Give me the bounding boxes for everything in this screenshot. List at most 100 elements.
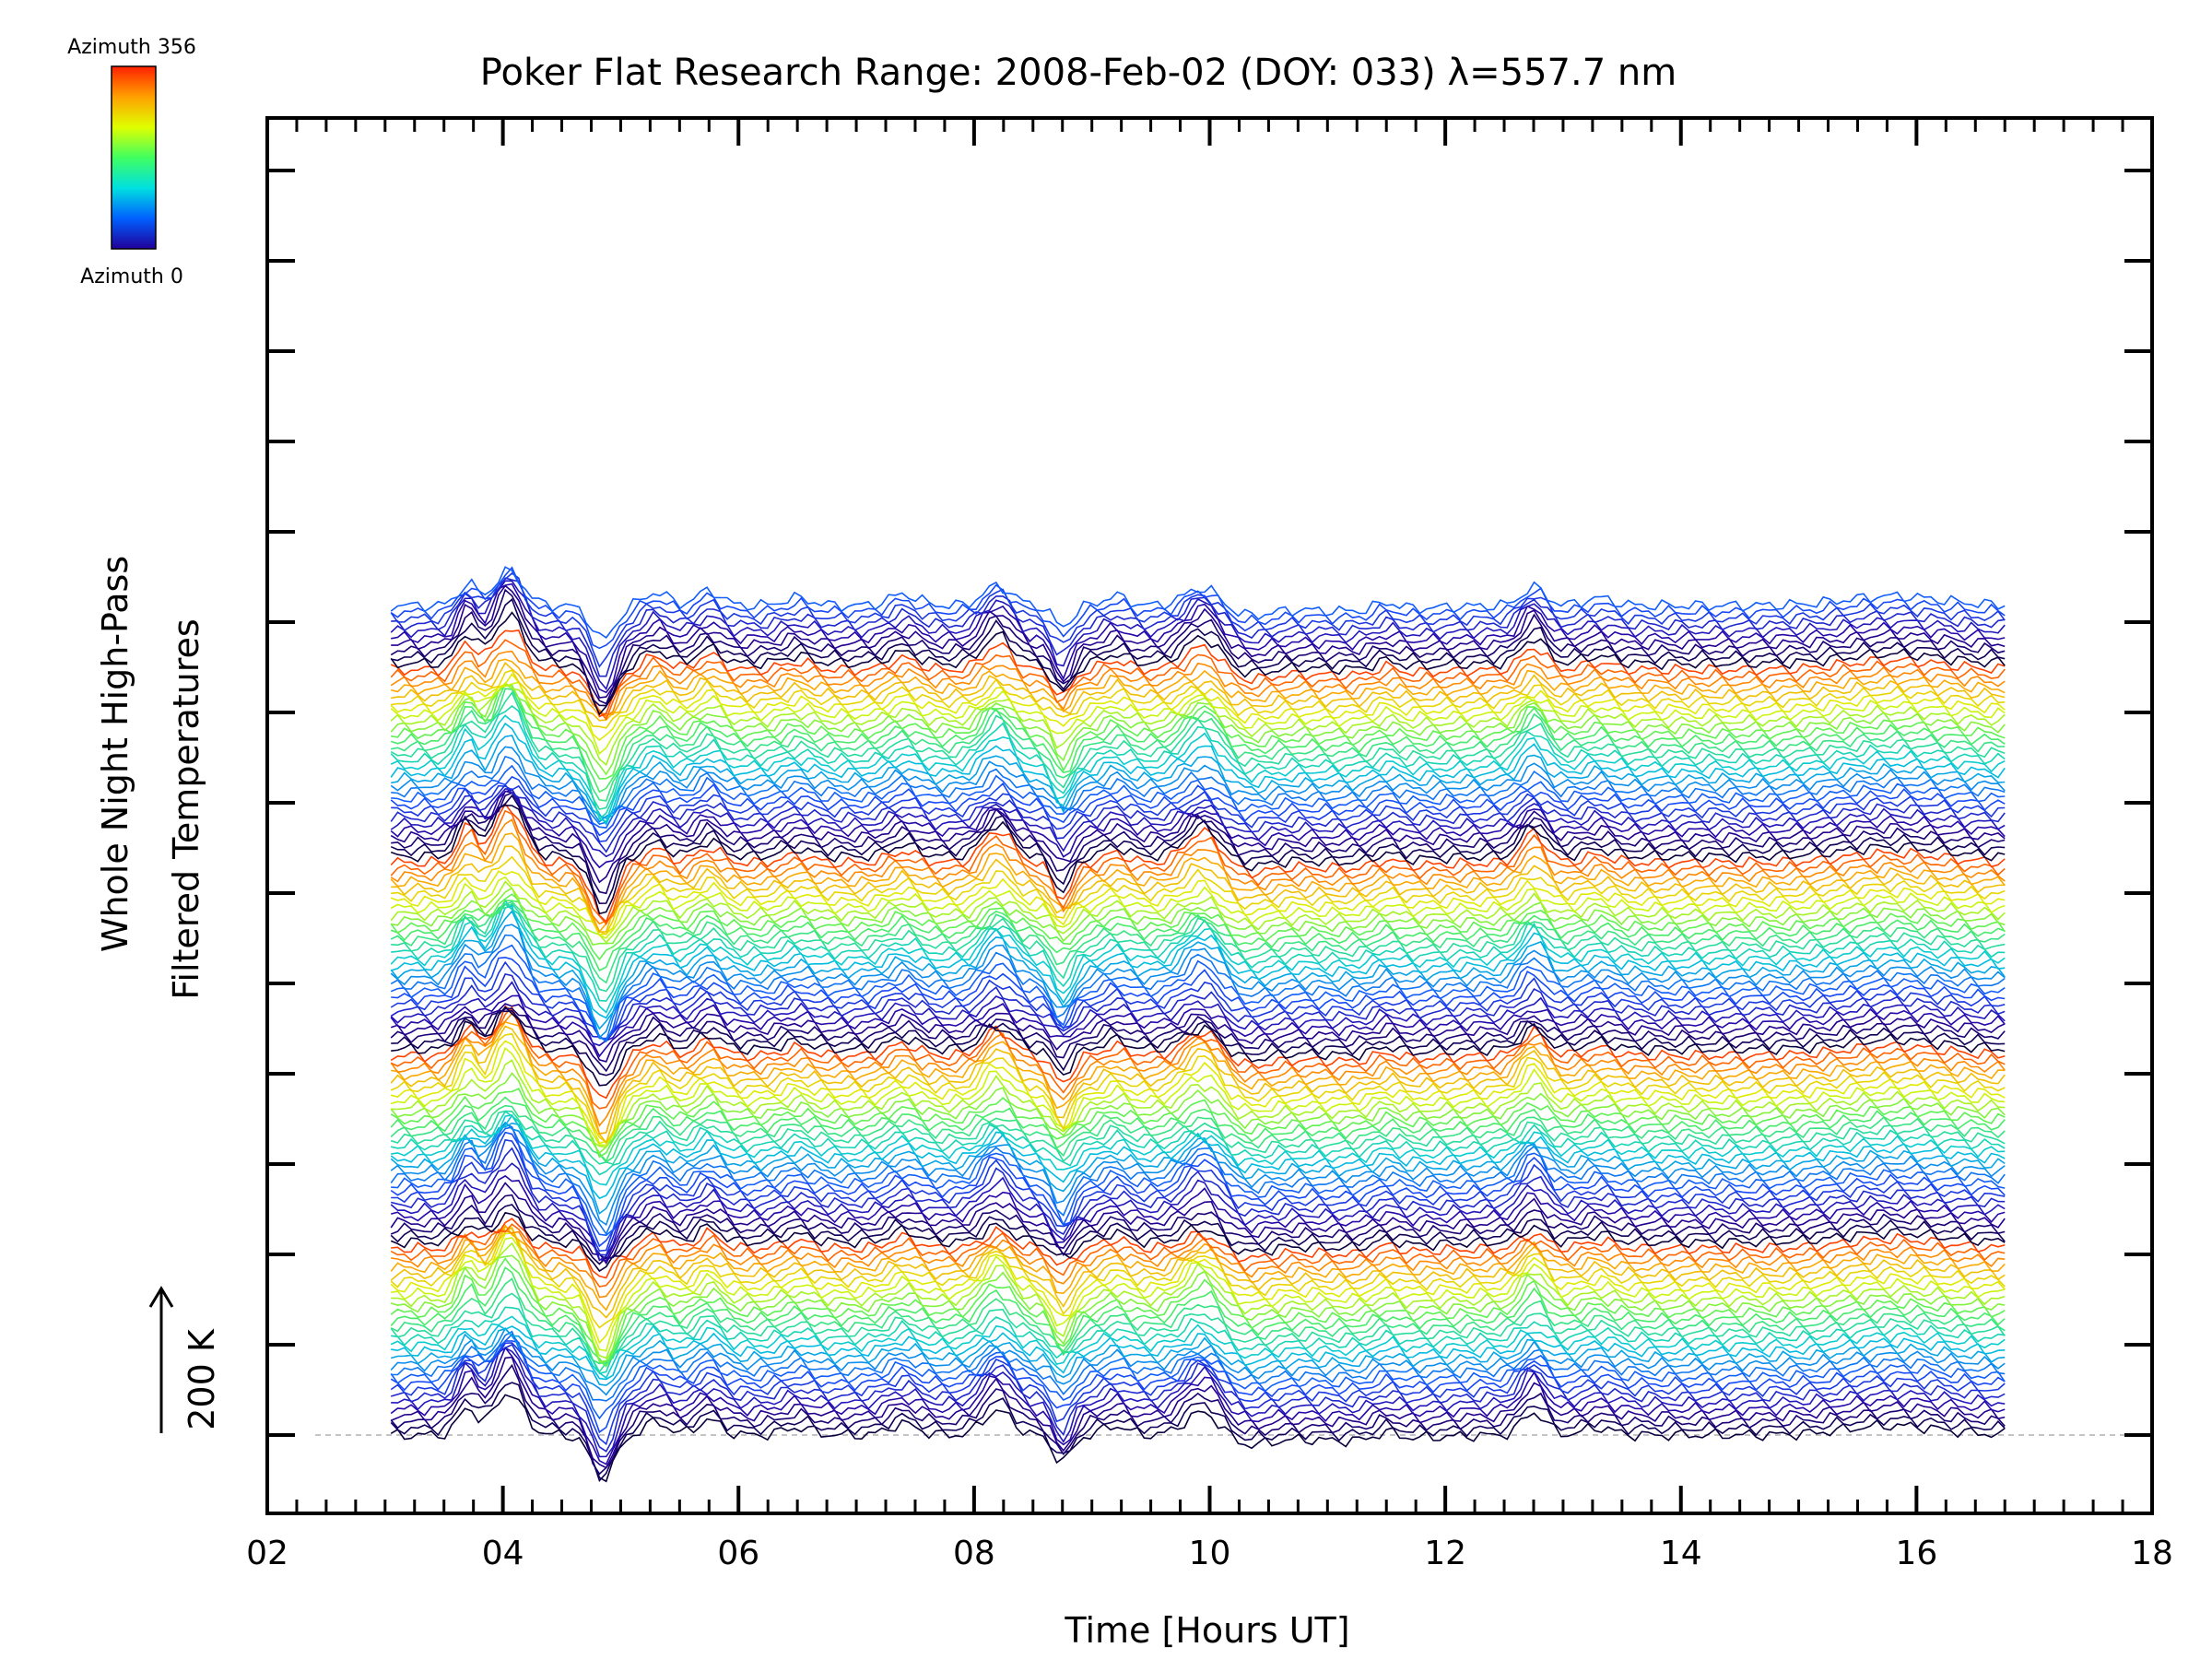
trace-100: [391, 755, 2006, 826]
colorbar-top-label: Azimuth 356: [67, 36, 196, 59]
trace-62: [390, 1007, 2006, 1073]
trace-82: [390, 876, 2006, 939]
x-tick-label: 14: [1660, 1535, 1702, 1572]
trace-14: [390, 1315, 2006, 1380]
trace-110: [390, 683, 2006, 776]
scale-bar: 200 K: [148, 1286, 222, 1433]
trace-128: [390, 566, 2006, 650]
trace-101: [390, 746, 2006, 823]
trace-129: [390, 566, 2006, 640]
trace-83: [390, 870, 2006, 936]
trace-79: [390, 893, 2006, 961]
trace-38: [390, 1131, 2006, 1248]
trace-78: [390, 900, 2006, 971]
axes: 02 04 06 08 10 12 14 16 18: [246, 116, 2173, 1572]
trace-126: [391, 577, 2006, 677]
trace-45: [391, 1110, 2006, 1176]
trace-125: [390, 580, 2006, 691]
trace-90: [390, 805, 2006, 915]
trace-123: [391, 584, 2006, 699]
trace-112: [390, 681, 2006, 755]
trace-43: [390, 1113, 2006, 1200]
trace-88: [390, 809, 2006, 926]
trace-120: [390, 611, 2006, 716]
trace-98: [390, 775, 2006, 837]
trace-24: [390, 1226, 2006, 1329]
y-axis-label-line1: Whole Night High-Pass: [95, 556, 135, 952]
trace-34: [390, 1174, 2006, 1262]
x-axis-label: Time [Hours UT]: [1064, 1610, 1349, 1651]
trace-103: [390, 722, 2006, 826]
trace-46: [390, 1110, 2006, 1166]
trace-68: [391, 956, 2006, 1040]
trace-1: [390, 1382, 2006, 1482]
trace-73: [390, 904, 2006, 1019]
trace-25: [390, 1226, 2006, 1319]
trace-49: [390, 1088, 2006, 1159]
trace-50: [390, 1072, 2006, 1155]
x-tick-label: 04: [482, 1535, 524, 1572]
trace-117: [390, 650, 2006, 718]
trace-95: [390, 788, 2006, 858]
x-tick-label: 18: [2131, 1535, 2173, 1572]
colorbar: [111, 65, 157, 250]
trace-121: [391, 598, 2006, 707]
trace-55: [390, 1025, 2006, 1145]
x-tick-label: 06: [717, 1535, 759, 1572]
x-tick-label: 12: [1424, 1535, 1466, 1572]
trace-63: [390, 1003, 2006, 1063]
trace-102: [391, 735, 2006, 819]
trace-39: [391, 1126, 2006, 1237]
trace-105: [390, 704, 2006, 820]
trace-56: [391, 1020, 2006, 1135]
trace-87: [390, 818, 2006, 925]
trace-53: [390, 1040, 2006, 1145]
trace-33: [390, 1182, 2006, 1265]
trace-96: [390, 783, 2006, 853]
trace-61: [391, 1009, 2006, 1077]
trace-41: [390, 1121, 2006, 1227]
trace-9: [390, 1333, 2006, 1420]
trace-116: [391, 658, 2006, 717]
trace-0: [390, 1394, 2006, 1483]
trace-32: [390, 1194, 2006, 1260]
trace-60: [391, 1006, 2006, 1087]
trace-4: [390, 1346, 2006, 1465]
x-tick-label: 02: [246, 1535, 288, 1572]
trace-23: [390, 1232, 2006, 1345]
trace-72: [390, 910, 2006, 1030]
trace-77: [390, 900, 2006, 984]
trace-89: [390, 802, 2006, 924]
trace-104: [390, 714, 2006, 823]
trace-85: [391, 845, 2006, 933]
chart-title: Poker Flat Research Range: 2008-Feb-02 (…: [480, 52, 1677, 94]
trace-8: [390, 1340, 2006, 1434]
trace-118: [390, 639, 2006, 721]
trace-93: [390, 790, 2006, 884]
trace-99: [391, 764, 2006, 829]
trace-92: [391, 792, 2006, 895]
x-tick-label: 08: [953, 1535, 995, 1572]
trace-67: [390, 960, 2006, 1041]
trace-26: [390, 1224, 2006, 1312]
y-axis-label-line2: Filtered Temperatures: [166, 618, 206, 999]
trace-84: [391, 855, 2006, 935]
trace-111: [390, 682, 2006, 767]
trace-19: [390, 1257, 2006, 1367]
trace-30: [390, 1211, 2006, 1273]
trace-36: [391, 1147, 2006, 1256]
trace-65: [390, 981, 2006, 1047]
colorbar-bottom-label: Azimuth 0: [80, 265, 183, 288]
trace-48: [390, 1096, 2006, 1163]
trace-70: [390, 934, 2006, 1042]
trace-97: [391, 784, 2006, 842]
trace-15: [391, 1306, 2006, 1374]
trace-28: [390, 1223, 2006, 1288]
x-tick-label: 10: [1189, 1535, 1231, 1572]
trace-119: [390, 629, 2006, 718]
trace-94: [390, 788, 2006, 869]
trace-108: [390, 683, 2006, 794]
trace-12: [390, 1327, 2006, 1386]
trace-5: [391, 1347, 2006, 1458]
